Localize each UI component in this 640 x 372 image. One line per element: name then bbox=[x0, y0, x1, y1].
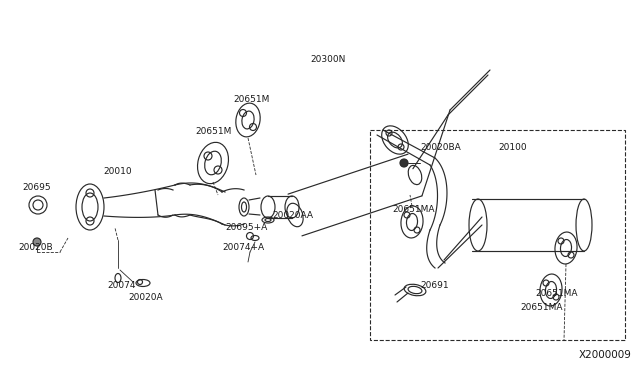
Text: 20651MA: 20651MA bbox=[535, 289, 577, 298]
Text: 20074+A: 20074+A bbox=[222, 243, 264, 251]
Text: 20020BA: 20020BA bbox=[420, 144, 461, 153]
Text: 20651MA: 20651MA bbox=[392, 205, 435, 215]
Text: 20651M: 20651M bbox=[195, 128, 232, 137]
Text: 20020AA: 20020AA bbox=[272, 212, 313, 221]
Text: 20691: 20691 bbox=[420, 280, 449, 289]
Text: 20020B: 20020B bbox=[18, 244, 52, 253]
Text: 20651M: 20651M bbox=[233, 96, 269, 105]
Text: 20695+A: 20695+A bbox=[225, 224, 268, 232]
Text: X2000009: X2000009 bbox=[579, 350, 632, 360]
Circle shape bbox=[33, 238, 41, 246]
Text: 20100: 20100 bbox=[498, 144, 527, 153]
Text: 20020A: 20020A bbox=[128, 294, 163, 302]
Text: 20695: 20695 bbox=[22, 183, 51, 192]
Text: 20074: 20074 bbox=[107, 280, 136, 289]
Bar bbox=[370, 130, 625, 340]
Text: 20300N: 20300N bbox=[310, 55, 346, 64]
Text: 20010: 20010 bbox=[103, 167, 132, 176]
Text: 20651MA: 20651MA bbox=[520, 304, 563, 312]
Circle shape bbox=[400, 159, 408, 167]
